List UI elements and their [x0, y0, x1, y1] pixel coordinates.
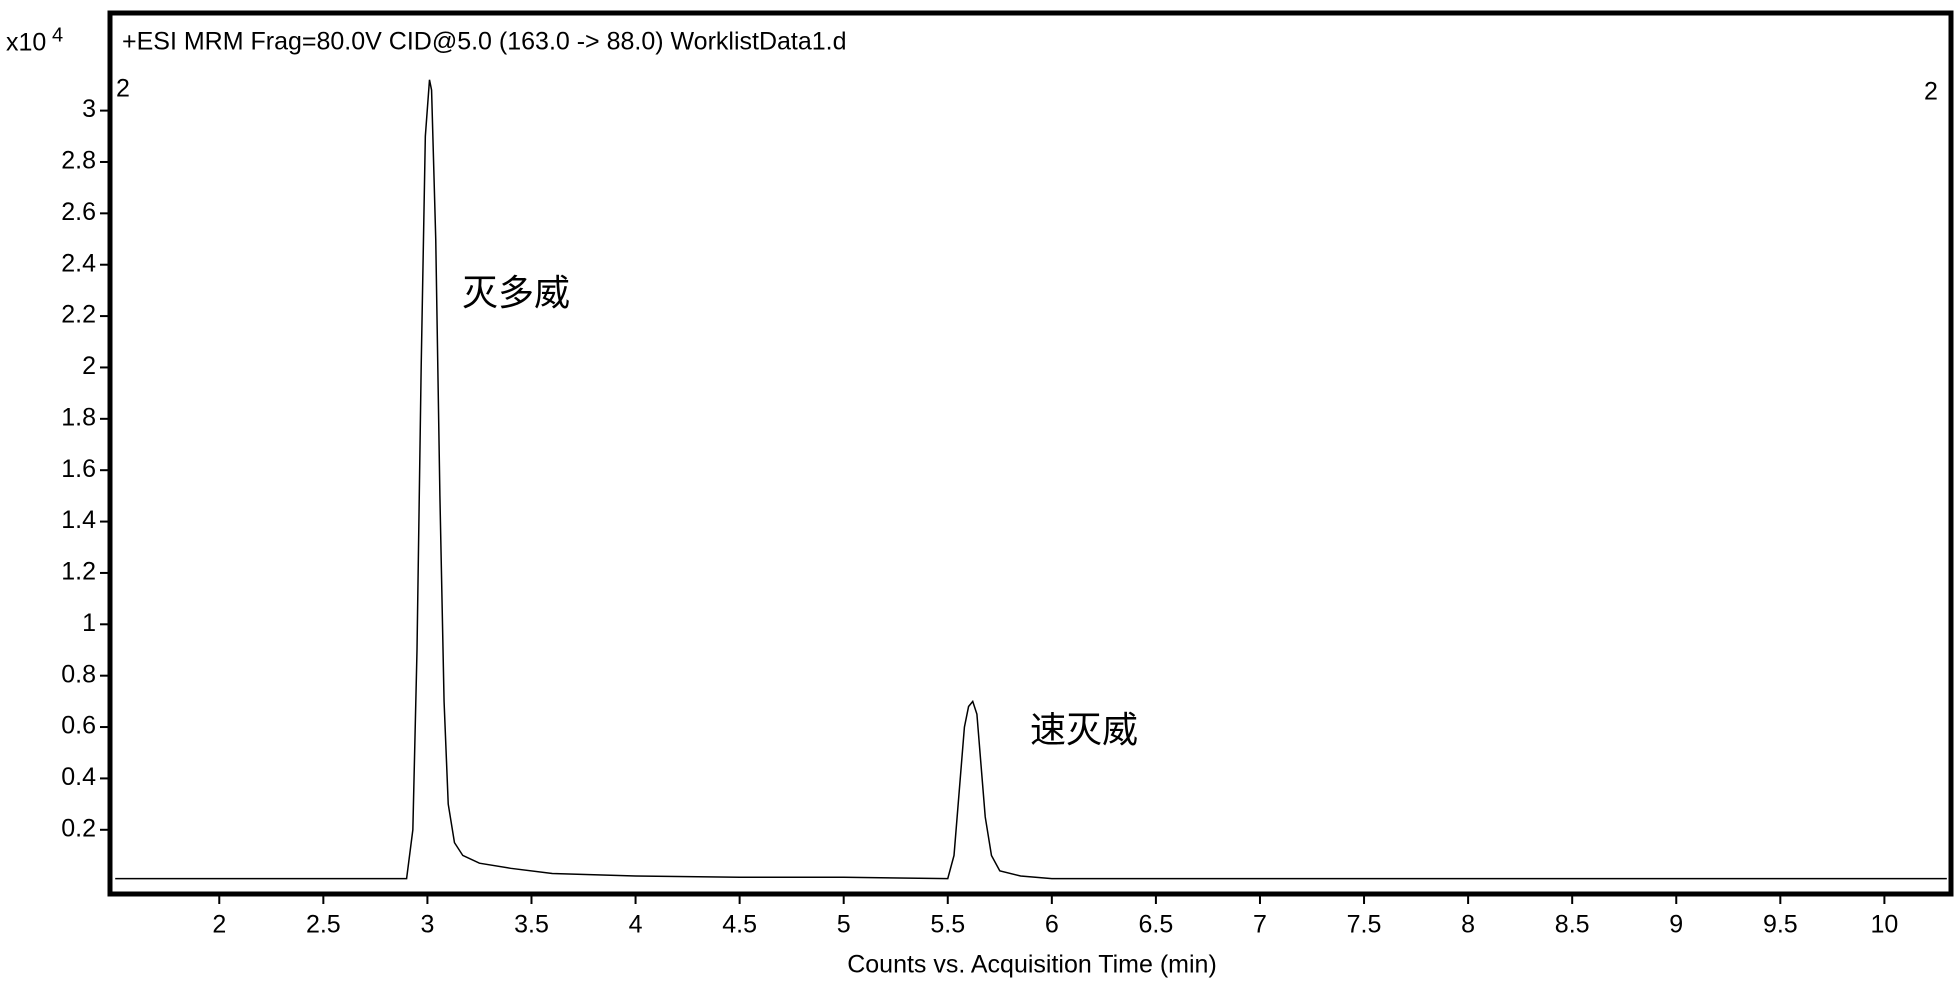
x-tick-label: 9 [1669, 911, 1683, 939]
plot-frame [110, 13, 1951, 894]
x-tick-label: 10 [1870, 911, 1898, 939]
x-tick-label: 8 [1461, 911, 1475, 939]
annotation: 速灭威 [1030, 710, 1138, 751]
chart: x10 4 +ESI MRM Frag=80.0V CID@5.0 (163.0… [0, 0, 1960, 988]
marker-right: 2 [1924, 78, 1938, 106]
x-tick-label: 9.5 [1763, 911, 1798, 939]
x-tick-label: 4.5 [722, 911, 757, 939]
marker-left: 2 [116, 75, 130, 103]
x-tick-label: 4 [629, 911, 643, 939]
x-tick-label: 5 [837, 911, 851, 939]
y-tick-label: 1.2 [61, 558, 96, 586]
line [115, 80, 1947, 879]
y-tick-label: 2.2 [61, 301, 96, 329]
x-tick-label: 2.5 [306, 911, 341, 939]
y-tick-label: 0.2 [61, 814, 96, 842]
x-tick-label: 8.5 [1555, 911, 1590, 939]
y-tick-label: 1.6 [61, 455, 96, 483]
annotation: 灭多威 [462, 273, 570, 314]
x-axis-label: Counts vs. Acquisition Time (min) [847, 951, 1217, 979]
y-tick-label: 2.4 [61, 249, 96, 277]
y-tick-label: 1.8 [61, 403, 96, 431]
x-tick-label: 6 [1045, 911, 1059, 939]
y-tick-label: 0.8 [61, 660, 96, 688]
y-multiplier: x10 [6, 29, 46, 57]
y-tick-label: 3 [82, 95, 96, 123]
y-tick-label: 2.8 [61, 147, 96, 175]
x-tick-label: 3 [420, 911, 434, 939]
y-tick-label: 2.6 [61, 198, 96, 226]
y-tick-label: 0.6 [61, 712, 96, 740]
y-exponent: 4 [52, 24, 63, 46]
x-tick-label: 7.5 [1347, 911, 1382, 939]
x-tick-label: 5.5 [930, 911, 965, 939]
y-tick-label: 0.4 [61, 763, 96, 791]
y-tick-label: 2 [82, 352, 96, 380]
y-tick-label: 1 [82, 609, 96, 637]
x-tick-label: 2 [212, 911, 226, 939]
y-tick-label: 1.4 [61, 506, 96, 534]
x-tick-label: 7 [1253, 911, 1267, 939]
x-tick-label: 3.5 [514, 911, 549, 939]
x-tick-label: 6.5 [1139, 911, 1174, 939]
chart-title: +ESI MRM Frag=80.0V CID@5.0 (163.0 -> 88… [122, 28, 847, 56]
